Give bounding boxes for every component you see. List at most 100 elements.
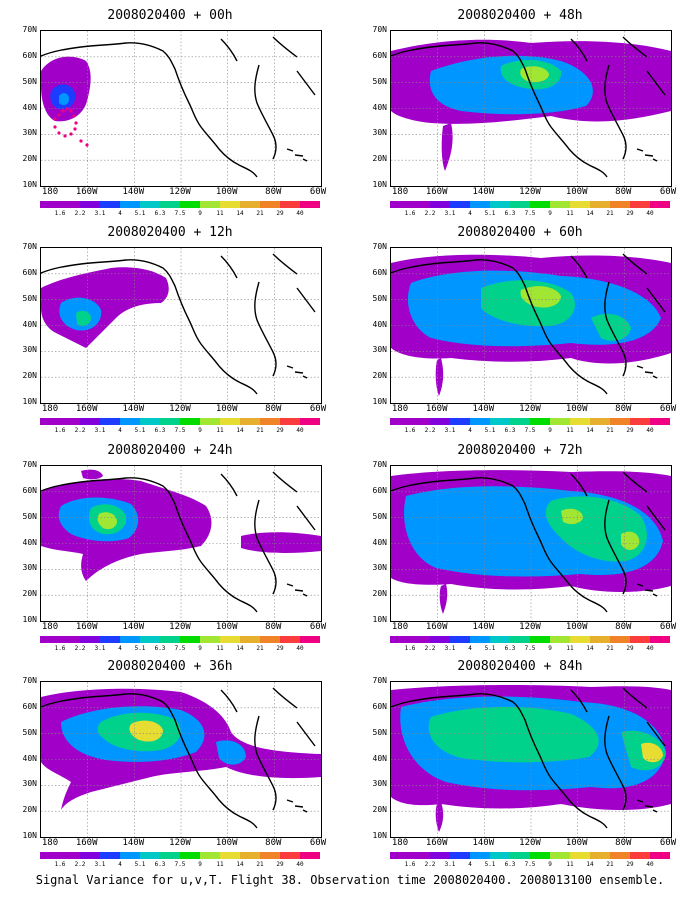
colorbar-swatch	[570, 636, 590, 643]
colorbar-swatch	[120, 201, 140, 208]
colorbar-label: 6.3	[504, 861, 516, 868]
colorbar-swatch	[450, 418, 470, 425]
colorbar-swatch	[510, 636, 530, 643]
latitude-label: 60N	[372, 485, 387, 495]
colorbar-label: 9	[198, 861, 202, 868]
colorbar-swatch	[100, 852, 120, 859]
variance-region	[561, 508, 640, 550]
coastline	[220, 36, 316, 96]
colorbar-label: 6.3	[504, 645, 516, 652]
latitude-label: 10N	[372, 831, 387, 840]
colorbar-swatch	[650, 418, 670, 425]
colorbar-swatch	[610, 418, 630, 425]
longitude-label: 80W	[615, 404, 632, 414]
longitude-label: 120W	[169, 838, 191, 848]
coastline	[604, 715, 627, 811]
colorbar-swatch	[120, 418, 140, 425]
latitude-label: 50N	[372, 76, 387, 86]
colorbar-label: 5.1	[134, 861, 146, 868]
colorbar-swatch	[610, 636, 630, 643]
colorbar-swatch	[490, 201, 510, 208]
colorbar-swatch	[260, 418, 280, 425]
longitude-label: 120W	[519, 622, 541, 632]
map-svg	[391, 31, 671, 186]
colorbar-swatch	[80, 201, 100, 208]
colorbar-swatch	[60, 418, 80, 425]
map-plot	[40, 681, 322, 838]
colorbar-label: 7.5	[174, 861, 186, 868]
variance-region	[41, 469, 321, 581]
colorbar-swatch	[280, 852, 300, 859]
latitude-label: 30N	[22, 779, 37, 789]
longitude-label: 140W	[122, 622, 145, 632]
latitude-label: 40N	[22, 319, 37, 329]
colorbar-swatch	[410, 201, 430, 208]
colorbar-label: 9	[548, 210, 552, 217]
observation-marker	[79, 139, 83, 143]
longitude-label: 160W	[425, 187, 448, 197]
variance-region	[59, 93, 69, 106]
colorbar-swatch	[280, 201, 300, 208]
colorbar-label: 3.1	[444, 427, 456, 434]
longitude-label: 100W	[215, 187, 238, 197]
colorbar	[390, 418, 670, 425]
coastline	[391, 42, 608, 178]
colorbar-label: 2.2	[424, 861, 436, 868]
latitude-label: 20N	[372, 154, 387, 164]
map-svg	[391, 466, 671, 621]
colorbar-label: 29	[276, 861, 284, 868]
colorbar-label: 7.5	[524, 645, 536, 652]
colorbar-label: 21	[256, 210, 264, 217]
colorbar-swatch	[200, 201, 220, 208]
colorbar-label: 40	[646, 645, 654, 652]
observation-marker	[69, 132, 73, 136]
colorbar-swatch	[140, 852, 160, 859]
coastline	[254, 715, 277, 811]
colorbar-label: 40	[296, 645, 304, 652]
latitude-label: 40N	[372, 319, 387, 329]
coastline	[636, 583, 658, 597]
latitude-label: 60N	[22, 267, 37, 277]
colorbar-label: 21	[606, 427, 614, 434]
longitude-label: 80W	[265, 622, 282, 632]
colorbar-label: 5.1	[484, 210, 496, 217]
map-svg	[41, 248, 321, 403]
panel-title: 2008020400 + 84h	[457, 659, 583, 674]
latitude-label: 10N	[22, 180, 37, 189]
colorbar-swatch	[120, 636, 140, 643]
colorbar-label: 11	[216, 861, 224, 868]
longitude-label: 180	[391, 838, 409, 848]
colorbar-label: 6.3	[154, 645, 166, 652]
colorbar-label: 21	[256, 427, 264, 434]
coastline	[391, 259, 608, 395]
colorbar-label: 40	[296, 861, 304, 868]
colorbar-swatch	[430, 852, 450, 859]
colorbar-swatch	[160, 636, 180, 643]
longitude-label: 180	[41, 187, 59, 197]
coastline	[636, 365, 658, 379]
latitude-label: 60N	[372, 50, 387, 60]
colorbar-swatch	[590, 852, 610, 859]
colorbar-label: 6.3	[504, 427, 516, 434]
colorbar-label: 40	[646, 427, 654, 434]
observation-marker	[72, 114, 76, 118]
colorbar-label: 1.6	[54, 427, 66, 434]
colorbar-label: 21	[256, 645, 264, 652]
longitude-label: 100W	[215, 838, 238, 848]
coastline	[604, 64, 627, 160]
colorbar-label: 7.5	[524, 210, 536, 217]
colorbar-label: 6.3	[504, 210, 516, 217]
latitude-label: 50N	[372, 727, 387, 737]
colorbar-swatch	[610, 852, 630, 859]
coastline	[604, 281, 627, 377]
colorbar-swatch	[470, 636, 490, 643]
longitude-label: 140W	[472, 187, 495, 197]
longitude-label: 100W	[565, 187, 588, 197]
colorbar-label: 29	[276, 210, 284, 217]
variance-region	[641, 742, 663, 763]
colorbar-label: 1.6	[404, 861, 416, 868]
latitude-label: 10N	[22, 831, 37, 840]
colorbar	[390, 636, 670, 643]
colorbar-swatch	[220, 418, 240, 425]
latitude-label: 50N	[372, 293, 387, 303]
